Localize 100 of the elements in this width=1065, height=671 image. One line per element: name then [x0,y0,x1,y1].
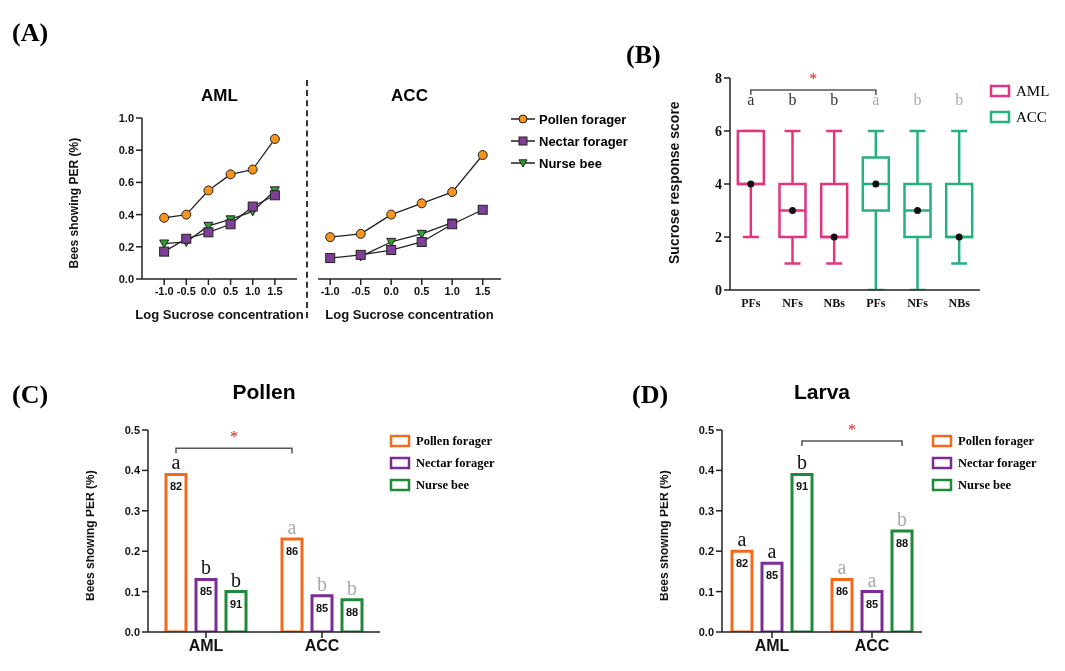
annotation: 85 [765,569,779,582]
legend-label: Nectar forager [416,455,495,471]
y-tick-label: 0.1 [698,585,714,598]
y-tick-label: 0.3 [124,504,140,517]
annotation: 88 [895,537,909,549]
y-tick-label: 4 [715,176,722,192]
annotation: b [201,556,211,579]
y-tick-label: 0.8 [118,144,134,157]
legend-label: AML [1016,82,1050,100]
x-tick-label: -0.5 [176,284,196,297]
annotation: a [872,90,880,108]
legend-label: Pollen forager [958,433,1035,449]
y-tick-label: 8 [715,70,722,86]
annotation: b [797,451,807,474]
y-tick-label: 0.6 [118,176,134,189]
y-tick-label: 0.0 [118,272,134,285]
annotation: b [347,576,357,599]
text: (B) [626,40,661,70]
x-tick-label: ACC [304,637,340,655]
x-tick-label: -0.5 [351,284,371,297]
annotation: 91 [229,597,243,610]
annotation: * [230,428,238,446]
annotation: a [837,556,847,579]
annotation: * [848,420,856,438]
annotation: b [788,90,797,108]
annotation: a [287,516,297,539]
x-tick-label: ACC [854,637,890,655]
y-axis-title: Sucrose response score [665,101,682,264]
x-tick-label: NFs [907,295,929,310]
chart-title: Pollen [231,380,297,404]
x-tick-label: -1.0 [154,284,174,297]
annotation: * [809,69,818,87]
legend-label: Nectar forager [539,133,628,149]
y-tick-label: 2 [715,229,722,245]
x-tick-label: PFs [741,295,761,310]
chart-title: ACC [390,86,429,106]
annotation: a [171,451,181,474]
annotation: 85 [315,601,329,614]
x-tick-label: NBs [948,295,971,310]
annotation: b [317,572,327,595]
y-tick-label: 0.4 [698,464,715,477]
y-tick-label: 0.4 [124,464,141,477]
annotation: b [231,568,241,591]
x-tick-label: AML [188,637,224,655]
annotation: 85 [199,585,213,598]
y-tick-label: 0.1 [124,585,140,598]
x-tick-label: PFs [866,295,886,310]
annotation: b [897,508,907,530]
x-tick-label: 0.5 [222,284,239,297]
text: (D) [632,380,669,410]
legend-label: Nurse bee [539,155,602,171]
annotation: a [867,568,877,591]
x-tick-label: NFs [782,295,804,310]
annotation: b [955,90,964,108]
legend-label: Nurse bee [958,477,1012,493]
annotation: 85 [865,597,879,610]
legend-label: Pollen forager [416,433,493,449]
y-tick-label: 0.2 [118,240,134,253]
annotation: 86 [285,545,299,558]
y-tick-label: 6 [715,123,722,139]
annotation: b [913,90,922,108]
y-tick-label: 0.2 [124,545,140,558]
y-axis-title: Bees showing PER (%) [657,470,672,601]
annotation: 82 [169,480,183,493]
chart-title: Larva [792,380,851,404]
legend-label: ACC [1016,108,1047,126]
x-tick-label: -1.0 [320,284,340,297]
legend-label: Nurse bee [416,477,470,493]
y-axis-title: Bees showing PER (%) [83,470,98,601]
x-axis-title: Log Sucrose concentration [135,307,304,322]
y-tick-label: 0.3 [698,504,714,517]
x-tick-label: 1.5 [475,284,491,297]
legend-label: Pollen forager [539,111,627,127]
x-tick-label: AML [754,637,790,655]
annotation: b [830,90,839,108]
text: (A) [12,18,49,48]
y-tick-label: 0.0 [124,625,140,638]
y-tick-label: 0.5 [698,423,714,436]
annotation: 86 [835,585,849,598]
annotation: 82 [735,557,749,570]
x-tick-label: 1.5 [267,284,283,297]
y-axis-title: Bees showing PER (%) [67,137,82,269]
y-tick-label: 0.5 [124,423,140,436]
x-tick-label: 1.0 [245,284,261,297]
annotation: a [737,528,747,551]
y-tick-label: 0.2 [698,545,714,558]
y-tick-label: 0.4 [118,208,135,221]
x-tick-label: 0.0 [383,284,399,297]
x-tick-label: 0.0 [200,284,217,297]
annotation: a [747,90,755,108]
y-tick-label: 1.0 [118,111,134,124]
chart-title: AML [200,86,239,106]
legend-label: Nectar forager [958,455,1037,471]
annotation: 88 [345,605,359,618]
x-axis-title: Log Sucrose concentration [325,307,494,322]
annotation: a [767,540,777,563]
y-tick-label: 0 [715,282,722,298]
annotation: 91 [795,480,809,493]
y-tick-label: 0.0 [698,625,714,638]
x-tick-label: 1.0 [444,284,460,297]
